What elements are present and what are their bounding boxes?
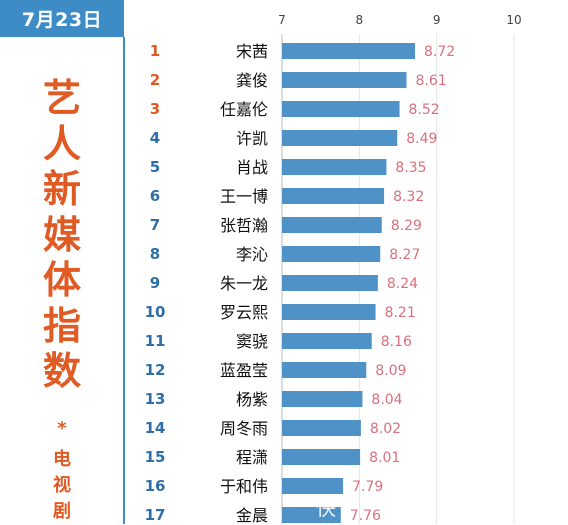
value-label: 8.27 [389, 247, 420, 263]
title-asterisk: * [57, 418, 67, 439]
category-label: 周冬雨 [220, 419, 268, 438]
value-label: 8.29 [391, 218, 422, 234]
rank-label: 17 [145, 506, 166, 524]
value-label: 8.21 [385, 305, 416, 321]
left-panel: 7月23日 艺人新媒体指数 * 电视剧 [0, 0, 125, 525]
bar [282, 130, 398, 146]
left-divider [123, 37, 125, 524]
title-char: 人 [42, 121, 81, 166]
category-label: 龚俊 [236, 71, 268, 90]
value-label: 8.61 [416, 73, 447, 89]
vertical-subtitle: 电视剧 [0, 447, 124, 525]
category-label: 朱一龙 [220, 274, 268, 293]
category-label: 罗云熙 [220, 303, 268, 322]
value-label: 8.52 [409, 102, 440, 118]
rank-label: 4 [150, 129, 160, 147]
value-label: 8.02 [370, 421, 401, 437]
rank-label: 13 [145, 390, 166, 408]
rank-label: 14 [145, 419, 166, 437]
rank-label: 16 [145, 477, 166, 495]
bar [282, 217, 382, 233]
value-label: 8.35 [395, 160, 426, 176]
x-tick-label: 9 [433, 13, 441, 27]
bar [282, 275, 378, 291]
bar [282, 188, 385, 204]
subtitle-char: 电 [53, 449, 71, 470]
date-badge: 7月23日 [0, 0, 124, 37]
bar [282, 449, 361, 465]
title-char: 媒 [42, 212, 81, 257]
title-char: 新 [42, 167, 81, 211]
bar [282, 507, 341, 523]
category-label: 李沁 [236, 245, 268, 264]
value-label: 8.16 [381, 334, 412, 350]
category-label: 宋茜 [236, 42, 268, 61]
category-label: 任嘉伦 [220, 100, 268, 119]
bar [282, 159, 387, 175]
value-label: 8.24 [387, 276, 418, 292]
category-label: 蓝盈莹 [220, 361, 268, 380]
vertical-title: 艺人新媒体指数 [0, 76, 124, 395]
category-label: 许凯 [236, 129, 268, 148]
category-label: 张哲瀚 [220, 216, 268, 235]
bar [282, 43, 416, 59]
x-tick-label: 10 [506, 13, 521, 27]
watermark-text: 快 [316, 496, 336, 520]
value-label: 8.49 [406, 131, 437, 147]
rank-label: 10 [145, 303, 166, 321]
rank-label: 15 [145, 448, 166, 466]
title-char: 体 [42, 258, 81, 302]
bar [282, 101, 400, 117]
category-label: 肖战 [236, 158, 268, 177]
title-char: 艺 [42, 76, 81, 120]
value-label: 7.79 [352, 479, 383, 495]
bar [282, 478, 344, 494]
value-label: 8.72 [424, 44, 455, 60]
x-tick-label: 7 [278, 13, 286, 27]
bar [282, 246, 381, 262]
subtitle-char: 视 [53, 475, 71, 496]
rank-label: 6 [150, 187, 160, 205]
bar [282, 391, 363, 407]
rank-label: 9 [150, 274, 160, 292]
rank-label: 5 [150, 158, 160, 176]
category-label: 于和伟 [220, 477, 268, 496]
value-label: 8.01 [369, 450, 400, 466]
title-char: 指 [42, 303, 81, 348]
value-label: 8.04 [371, 392, 402, 408]
value-label: 8.09 [375, 363, 406, 379]
category-label: 程潇 [236, 448, 268, 467]
rank-label: 3 [150, 100, 160, 118]
bar [282, 362, 367, 378]
category-label: 窦骁 [236, 332, 268, 351]
value-label: 8.32 [393, 189, 424, 205]
rank-label: 11 [145, 332, 166, 350]
bar [282, 420, 361, 436]
bar [282, 304, 376, 320]
value-label: 7.76 [350, 508, 381, 524]
category-label: 王一博 [220, 187, 268, 206]
x-tick-label: 8 [356, 13, 364, 27]
bar [282, 72, 407, 88]
category-label: 金晨 [236, 506, 268, 524]
rank-label: 2 [150, 71, 160, 89]
title-char: 数 [42, 349, 81, 393]
rank-label: 8 [150, 245, 160, 263]
rank-label: 1 [150, 42, 160, 60]
subtitle-char: 剧 [53, 501, 71, 522]
rank-label: 12 [145, 361, 166, 379]
category-label: 杨紫 [236, 390, 268, 409]
bar [282, 333, 372, 349]
rank-label: 7 [150, 216, 160, 234]
